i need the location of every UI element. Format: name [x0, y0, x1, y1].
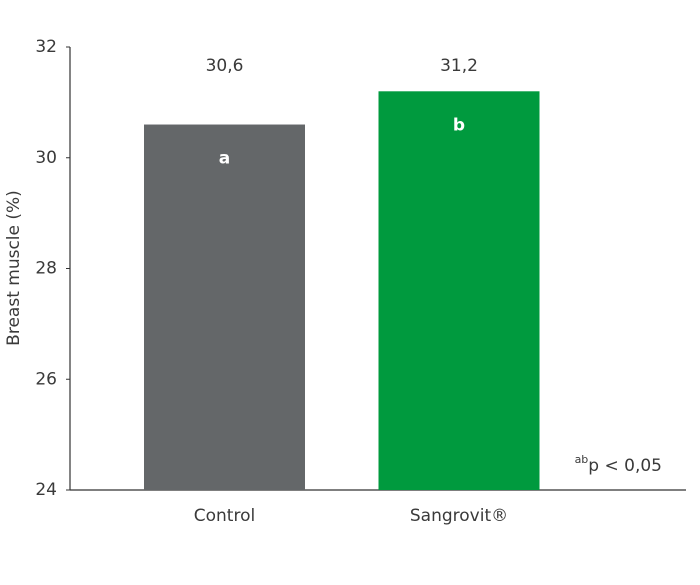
y-tick-label: 32	[35, 37, 57, 57]
y-axis-label: Breast muscle (%)	[4, 190, 24, 346]
value-label: 30,6	[206, 56, 244, 76]
bar	[144, 124, 305, 491]
x-tick-label: Sangrovit®	[410, 506, 508, 526]
footnote-superscript: ab	[575, 453, 589, 466]
y-tick-label: 26	[35, 369, 57, 389]
value-label: 31,2	[440, 56, 478, 76]
y-tick-label: 30	[35, 148, 57, 168]
significance-letter: b	[453, 115, 465, 135]
bar	[378, 91, 540, 491]
footnote-text: p < 0,05	[588, 456, 662, 476]
x-tick-label: Control	[194, 506, 255, 526]
y-tick-label: 24	[35, 480, 57, 500]
footnote: abp < 0,05	[575, 453, 662, 476]
significance-letter: a	[219, 149, 230, 169]
y-tick-label: 28	[35, 259, 57, 279]
